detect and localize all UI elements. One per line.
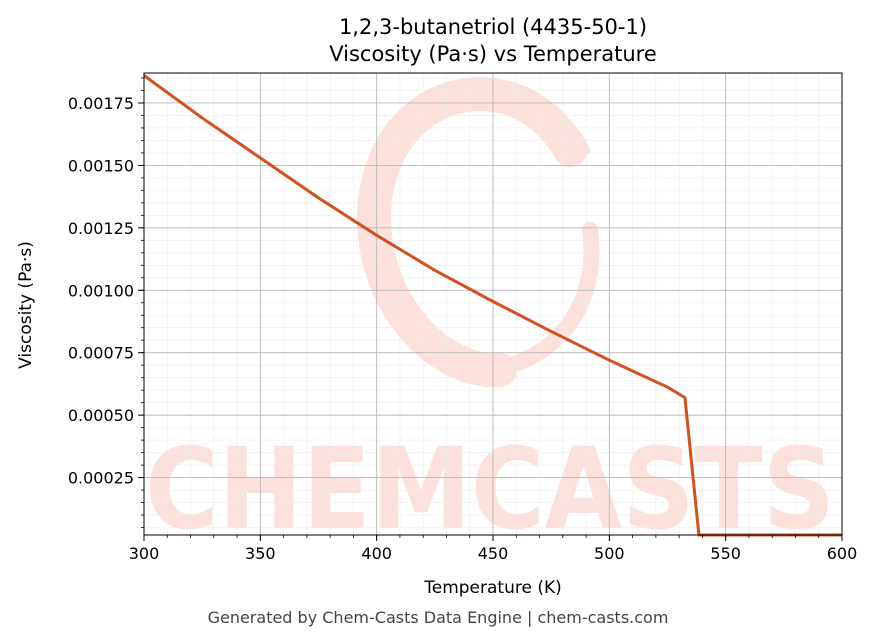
y-tick-label: 0.00100 (68, 281, 134, 300)
axis-ticks (138, 77, 843, 541)
y-tick-label: 0.00025 (68, 469, 134, 488)
x-tick-label: 400 (361, 544, 392, 563)
y-axis-label: Viscosity (Pa·s) (16, 241, 36, 369)
x-tick-label: 500 (594, 544, 625, 563)
watermark-logo-swirl (357, 77, 600, 388)
x-tick-label: 600 (827, 544, 858, 563)
x-tick-labels: 300 350 400 450 500 550 600 (129, 544, 858, 563)
x-axis-label: Temperature (K) (423, 578, 562, 598)
y-tick-label: 0.00125 (68, 219, 134, 238)
y-tick-label: 0.00050 (68, 406, 134, 425)
y-tick-label: 0.00150 (68, 156, 134, 175)
footer-credit: Generated by Chem-Casts Data Engine | ch… (207, 608, 669, 627)
y-tick-labels: 0.00025 0.00050 0.00075 0.00100 0.00125 0.001… (68, 94, 134, 488)
x-tick-label: 550 (710, 544, 741, 563)
x-tick-label: 450 (478, 544, 509, 563)
x-tick-label: 350 (245, 544, 276, 563)
chart-title: 1,2,3-butanetriol (4435-50-1) (339, 15, 647, 39)
x-tick-label: 300 (129, 544, 160, 563)
y-tick-label: 0.00075 (68, 344, 134, 363)
y-tick-label: 0.00175 (68, 94, 134, 113)
chart-subtitle: Viscosity (Pa·s) vs Temperature (329, 42, 657, 66)
grid (143, 73, 843, 535)
watermark: CHEMCASTS (145, 77, 835, 555)
